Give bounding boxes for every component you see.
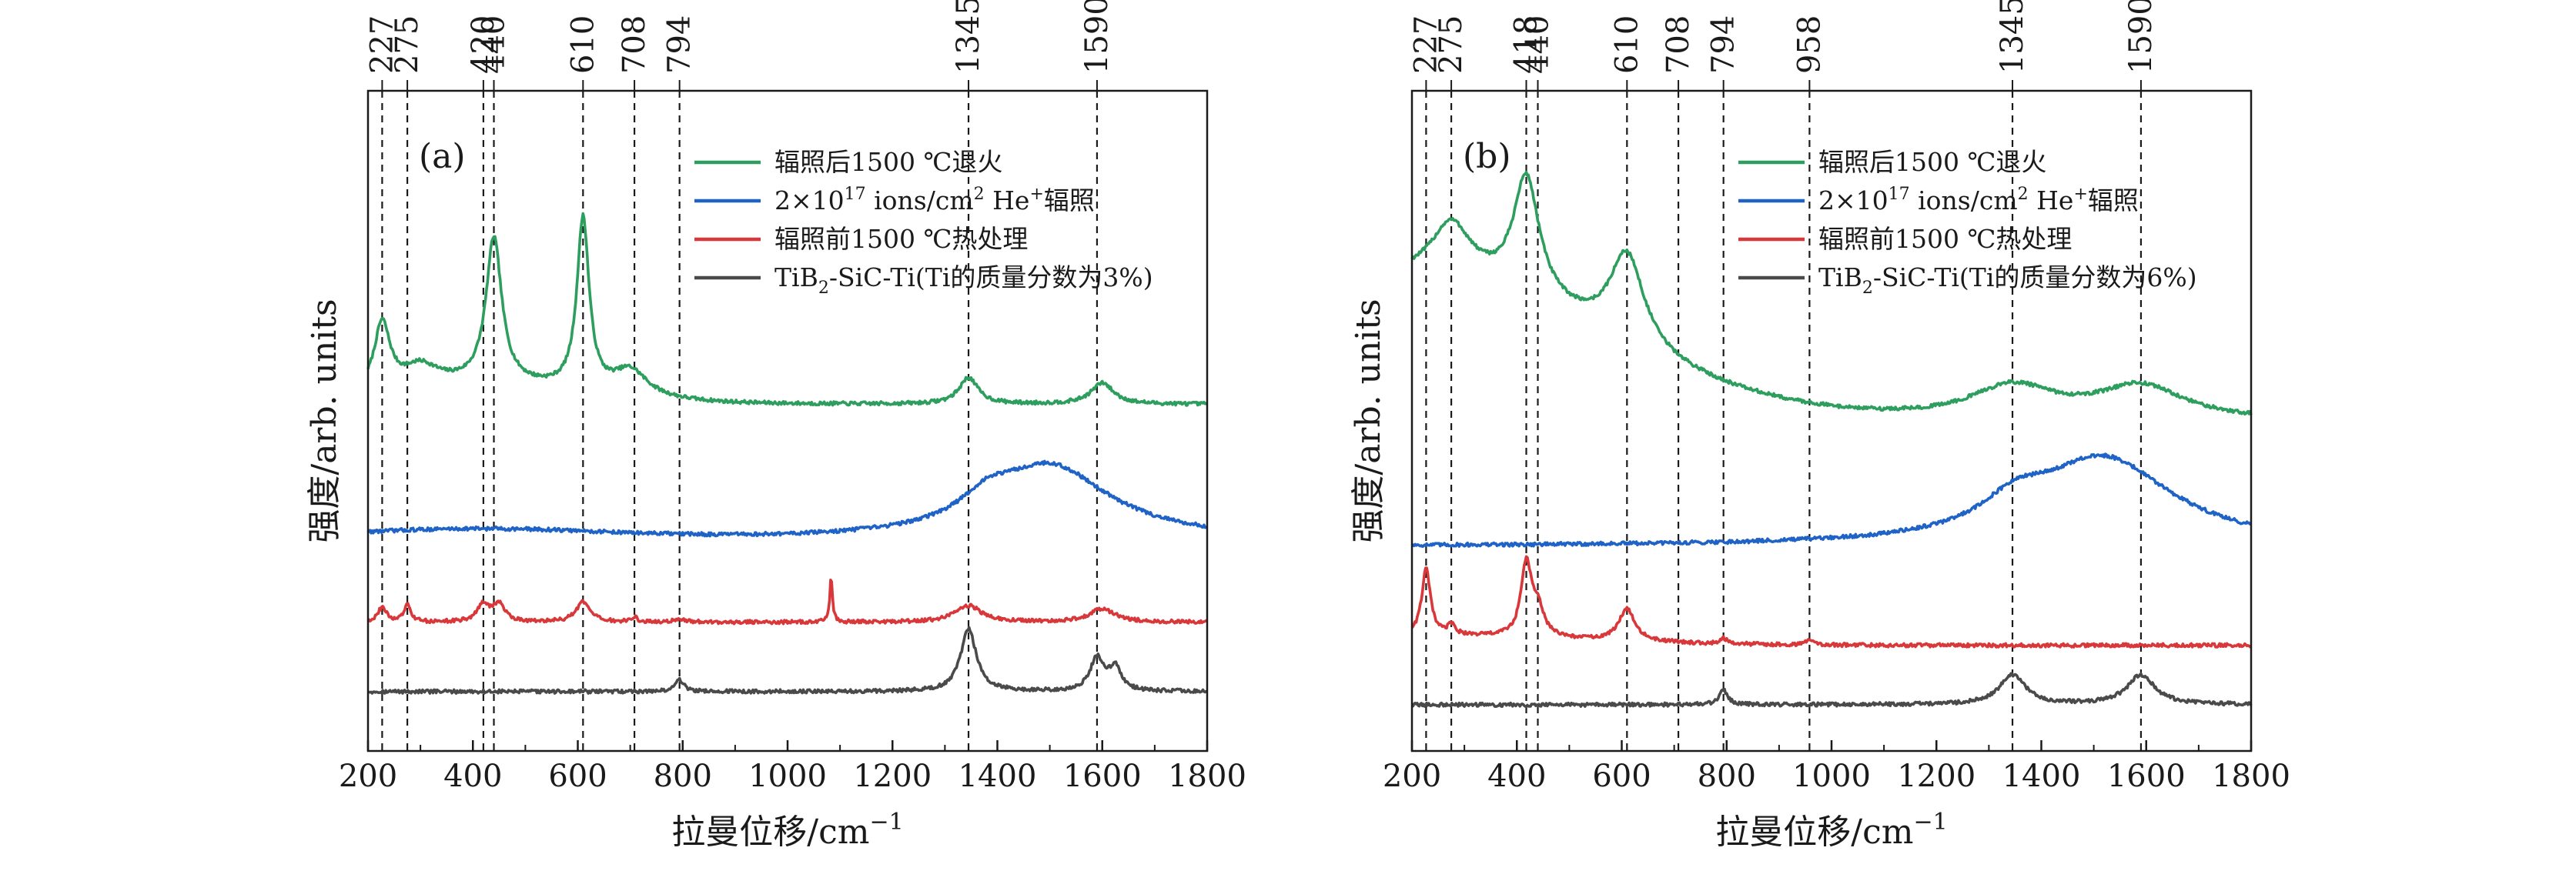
peak-label-1590: 1590 bbox=[2123, 0, 2159, 74]
legend-entry-3: 辐照前1500 ℃热处理 bbox=[774, 224, 1028, 254]
peak-label-708: 708 bbox=[1661, 15, 1696, 74]
x-tick-label-1600: 1600 bbox=[2107, 759, 2186, 794]
legend: 辐照后1500 ℃退火 2×1017 ions/cm2 He+辐照辐照前1500 … bbox=[1738, 147, 2197, 298]
peak-label-275: 275 bbox=[390, 15, 425, 74]
peak-label-227: 227 bbox=[1408, 15, 1444, 74]
x-tick-label-200: 200 bbox=[1383, 759, 1441, 794]
panel-label: (a) bbox=[419, 137, 466, 176]
peak-label-440: 440 bbox=[1521, 15, 1556, 74]
legend-entry-3: 辐照前1500 ℃热处理 bbox=[1818, 224, 2072, 254]
legend-entry-1: 辐照后1500 ℃退火 bbox=[1818, 147, 2046, 177]
x-tick-label-400: 400 bbox=[443, 759, 502, 794]
legend: 辐照后1500 ℃退火 2×1017 ions/cm2 He+辐照辐照前1500 … bbox=[694, 147, 1153, 298]
x-tick-label-1600: 1600 bbox=[1063, 759, 1142, 794]
x-tick-label-1200: 1200 bbox=[1897, 759, 1975, 794]
x-tick-label-1800: 1800 bbox=[2212, 759, 2290, 794]
peak-label-794: 794 bbox=[1706, 15, 1741, 74]
peak-label-1345: 1345 bbox=[951, 0, 986, 74]
x-tick-label-1200: 1200 bbox=[853, 759, 932, 794]
series-line-2 bbox=[1410, 452, 2252, 549]
x-tick-label-1800: 1800 bbox=[1168, 759, 1246, 794]
x-tick-label-600: 600 bbox=[1592, 759, 1651, 794]
series-line-1 bbox=[1410, 170, 2253, 415]
peak-label-708: 708 bbox=[617, 15, 652, 74]
series-line-1 bbox=[366, 212, 1209, 407]
peak-label-440: 440 bbox=[477, 15, 512, 74]
legend-entry-2: 2×1017 ions/cm2 He+辐照 bbox=[1818, 185, 2139, 215]
series-line-3 bbox=[366, 579, 1208, 626]
series-line-2 bbox=[366, 459, 1209, 538]
peak-label-794: 794 bbox=[662, 15, 698, 74]
x-axis-label: 拉曼位移/cm−1 bbox=[671, 809, 903, 852]
x-tick-label-1000: 1000 bbox=[1792, 759, 1871, 794]
x-tick-label-1400: 1400 bbox=[2002, 759, 2081, 794]
legend-entry-4: TiB2-SiC-Ti(Ti的质量分数为6%) bbox=[1818, 262, 2197, 298]
legend-entry-1: 辐照后1500 ℃退火 bbox=[774, 147, 1002, 177]
series-line-4 bbox=[1411, 672, 2253, 708]
legend-entry-2: 2×1017 ions/cm2 He+辐照 bbox=[774, 185, 1095, 215]
x-tick-label-1400: 1400 bbox=[958, 759, 1037, 794]
x-tick-label-800: 800 bbox=[654, 759, 712, 794]
x-tick-label-400: 400 bbox=[1487, 759, 1546, 794]
x-tick-label-800: 800 bbox=[1698, 759, 1756, 794]
x-tick-label-200: 200 bbox=[339, 759, 397, 794]
peak-label-418: 418 bbox=[1509, 15, 1544, 74]
x-tick-label-1000: 1000 bbox=[748, 759, 827, 794]
series-line-4 bbox=[367, 626, 1208, 695]
y-axis-label: 强度/arb. units bbox=[305, 299, 344, 542]
peak-label-1345: 1345 bbox=[1995, 0, 2030, 74]
x-tick-label-600: 600 bbox=[548, 759, 607, 794]
peak-label-958: 958 bbox=[1791, 15, 1827, 74]
legend-entry-4: TiB2-SiC-Ti(Ti的质量分数为3%) bbox=[774, 262, 1153, 298]
y-axis-label: 强度/arb. units bbox=[1349, 299, 1388, 542]
x-axis-label: 拉曼位移/cm−1 bbox=[1715, 809, 1947, 852]
peak-label-420: 420 bbox=[466, 15, 501, 74]
peak-label-275: 275 bbox=[1434, 15, 1469, 74]
peak-label-610: 610 bbox=[565, 15, 601, 74]
peak-label-610: 610 bbox=[1609, 15, 1644, 74]
series-line-3 bbox=[1410, 555, 2253, 649]
peak-label-1590: 1590 bbox=[1079, 0, 1115, 74]
panel-label: (b) bbox=[1463, 137, 1511, 176]
peak-label-227: 227 bbox=[364, 15, 400, 74]
